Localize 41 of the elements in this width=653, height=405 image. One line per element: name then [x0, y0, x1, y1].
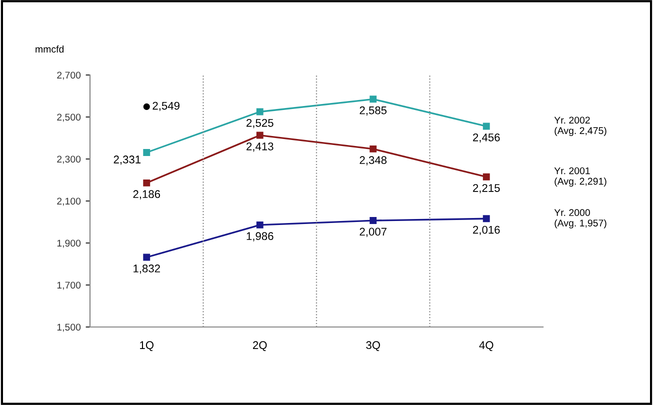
- data-label: 2,413: [246, 142, 274, 152]
- point: [256, 132, 264, 139]
- point: [143, 103, 150, 110]
- y-tick-label: 1,500: [57, 324, 81, 332]
- y-tick-label: 2,700: [57, 72, 81, 80]
- data-label: 2,016: [473, 226, 500, 236]
- y-tick-label: 1,900: [57, 240, 81, 248]
- y-tick-label: 2,300: [57, 156, 81, 164]
- text: Yr. 2002 (Avg. 2,475): [554, 116, 606, 136]
- point: [370, 217, 377, 224]
- data-label: 2,585: [360, 106, 387, 116]
- point: [482, 215, 490, 222]
- point: [370, 145, 377, 152]
- point: [370, 96, 377, 103]
- x-tick-label: 1Q: [140, 341, 154, 352]
- point: [256, 108, 264, 116]
- data-label: 1,986: [246, 232, 274, 242]
- y-tick-label: 2,100: [57, 198, 81, 206]
- data-label: 2,331: [114, 156, 141, 165]
- data-label: 1,832: [134, 264, 160, 274]
- x-tick-label: 3Q: [366, 341, 380, 352]
- point: [143, 254, 150, 261]
- data-label: 2,525: [246, 118, 274, 128]
- y-tick-label: 1,700: [57, 282, 81, 290]
- text: Yr. 2001 (Avg. 2,291): [554, 167, 606, 187]
- data-label: 2,549: [152, 102, 180, 112]
- text: Yr. 2000 (Avg. 1,957): [554, 209, 606, 228]
- data-label: 2,186: [133, 190, 160, 200]
- data-label: 2,456: [473, 133, 500, 143]
- point: [143, 149, 150, 156]
- point: [482, 122, 490, 130]
- data-label: 2,215: [473, 184, 500, 194]
- data-label: 2,348: [360, 156, 387, 166]
- point: [143, 179, 150, 186]
- y-axis-title: mmcfd: [36, 45, 64, 53]
- y-tick-label: 2,500: [57, 114, 81, 122]
- x-tick-label: 2Q: [253, 341, 267, 352]
- point: [256, 221, 264, 228]
- point: [482, 173, 490, 180]
- data-label: 2,007: [360, 228, 386, 237]
- x-tick-label: 4Q: [479, 341, 494, 352]
